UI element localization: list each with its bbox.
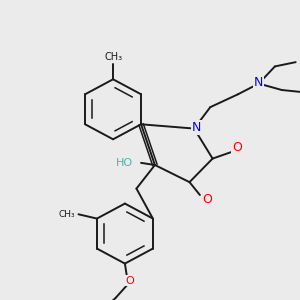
Text: CH₃: CH₃ bbox=[104, 52, 122, 62]
Text: O: O bbox=[202, 193, 212, 206]
Text: N: N bbox=[192, 121, 201, 134]
Text: HO: HO bbox=[116, 158, 134, 168]
Text: N: N bbox=[254, 76, 263, 89]
Text: O: O bbox=[232, 141, 242, 154]
Text: O: O bbox=[125, 276, 134, 286]
Text: CH₃: CH₃ bbox=[58, 210, 75, 219]
